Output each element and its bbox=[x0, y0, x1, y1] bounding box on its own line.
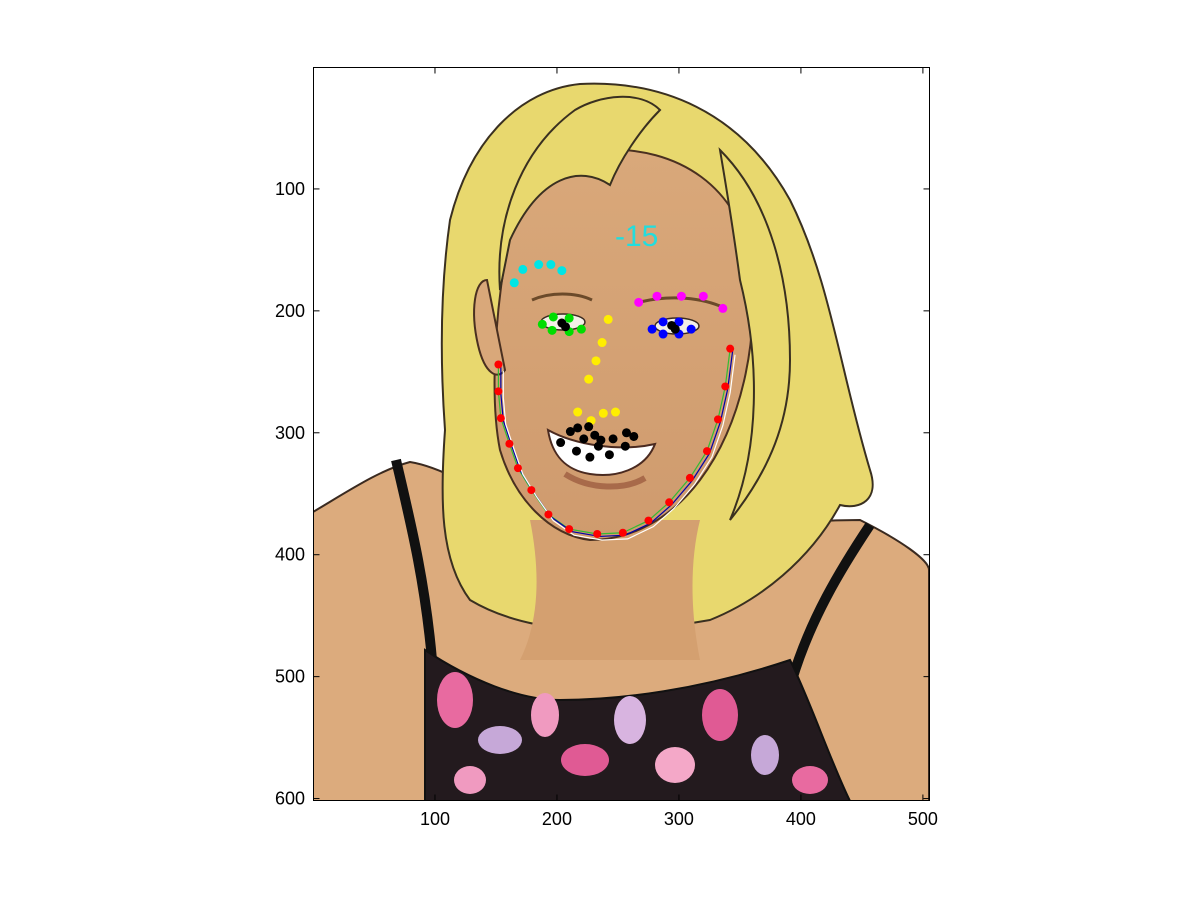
x-tick-label: 100 bbox=[420, 809, 450, 829]
jaw-landmark-point bbox=[721, 382, 729, 390]
mouth-landmark-point bbox=[585, 453, 594, 462]
right-brow-landmark-point bbox=[718, 304, 727, 313]
jaw-landmark-point bbox=[544, 510, 552, 518]
jaw-landmark-point bbox=[665, 498, 673, 506]
mouth-landmark-point bbox=[556, 438, 565, 447]
mouth-landmark-point bbox=[584, 422, 593, 431]
left-brow-landmark-point bbox=[557, 266, 566, 275]
right-pupil-landmark-point bbox=[671, 325, 680, 334]
right-brow-landmark-point bbox=[652, 292, 661, 301]
y-tick-label: 200 bbox=[275, 301, 305, 321]
nose-landmark-point bbox=[591, 356, 600, 365]
right-brow-landmark-point bbox=[634, 298, 643, 307]
jaw-landmark-point bbox=[505, 440, 513, 448]
jaw-landmark-point bbox=[686, 474, 694, 482]
right-eye-landmark-point bbox=[648, 325, 657, 334]
left-eye-landmark-point bbox=[577, 325, 586, 334]
y-tick-label: 400 bbox=[275, 545, 305, 565]
left-eye-landmark-point bbox=[549, 312, 558, 321]
left-eye-landmark-point bbox=[538, 320, 547, 329]
left-eye-landmark-point bbox=[565, 314, 574, 323]
nose-landmark-point bbox=[599, 409, 608, 418]
right-eye-landmark-point bbox=[659, 317, 668, 326]
x-tick-label: 200 bbox=[542, 809, 572, 829]
y-tick-label: 300 bbox=[275, 423, 305, 443]
left-brow-landmark-point bbox=[534, 260, 543, 269]
right-brow-landmark-point bbox=[677, 292, 686, 301]
left-brow-landmark-point bbox=[510, 278, 519, 287]
mouth-landmark-point bbox=[609, 434, 618, 443]
jaw-landmark-point bbox=[703, 447, 711, 455]
mouth-landmark-point bbox=[621, 442, 630, 451]
left-eye-landmark-point bbox=[548, 326, 557, 335]
neck bbox=[520, 520, 700, 660]
y-tick-label: 500 bbox=[275, 667, 305, 687]
left-pupil-landmark-point bbox=[561, 322, 570, 331]
x-tick-label: 400 bbox=[786, 809, 816, 829]
mouth-landmark-point bbox=[629, 432, 638, 441]
right-brow-landmark-point bbox=[699, 292, 708, 301]
y-tick-label: 600 bbox=[275, 789, 305, 809]
jaw-landmark-point bbox=[644, 517, 652, 525]
nose-landmark-point bbox=[573, 408, 582, 417]
y-tick-label: 100 bbox=[275, 179, 305, 199]
nose-landmark-point bbox=[604, 315, 613, 324]
face-image bbox=[313, 67, 929, 801]
right-eye-landmark-point bbox=[687, 325, 696, 334]
jaw-landmark-point bbox=[497, 414, 505, 422]
left-brow-landmark-point bbox=[546, 260, 555, 269]
nose-landmark-point bbox=[611, 408, 620, 417]
jaw-landmark-point bbox=[619, 529, 627, 537]
jaw-landmark-point bbox=[593, 530, 601, 538]
mouth-landmark-point bbox=[605, 450, 614, 459]
nose-landmark-point bbox=[598, 338, 607, 347]
jaw-landmark-point bbox=[494, 387, 502, 395]
mouth-landmark-point bbox=[572, 447, 581, 456]
x-tick-label: 500 bbox=[908, 809, 938, 829]
jaw-landmark-point bbox=[714, 415, 722, 423]
jaw-landmark-point bbox=[494, 361, 502, 369]
mouth-landmark-point bbox=[573, 423, 582, 432]
left-brow-landmark-point bbox=[518, 265, 527, 274]
pose-angle-label: -15 bbox=[615, 220, 658, 253]
right-eye-landmark-point bbox=[659, 330, 668, 339]
jaw-landmark-point bbox=[565, 525, 573, 533]
mouth-landmark-point bbox=[579, 434, 588, 443]
jaw-landmark-point bbox=[514, 464, 522, 472]
x-tick-label: 300 bbox=[664, 809, 694, 829]
nose-landmark-point bbox=[584, 375, 593, 384]
jaw-landmark-point bbox=[726, 345, 734, 353]
mouth-landmark-point bbox=[594, 442, 603, 451]
jaw-landmark-point bbox=[527, 486, 535, 494]
